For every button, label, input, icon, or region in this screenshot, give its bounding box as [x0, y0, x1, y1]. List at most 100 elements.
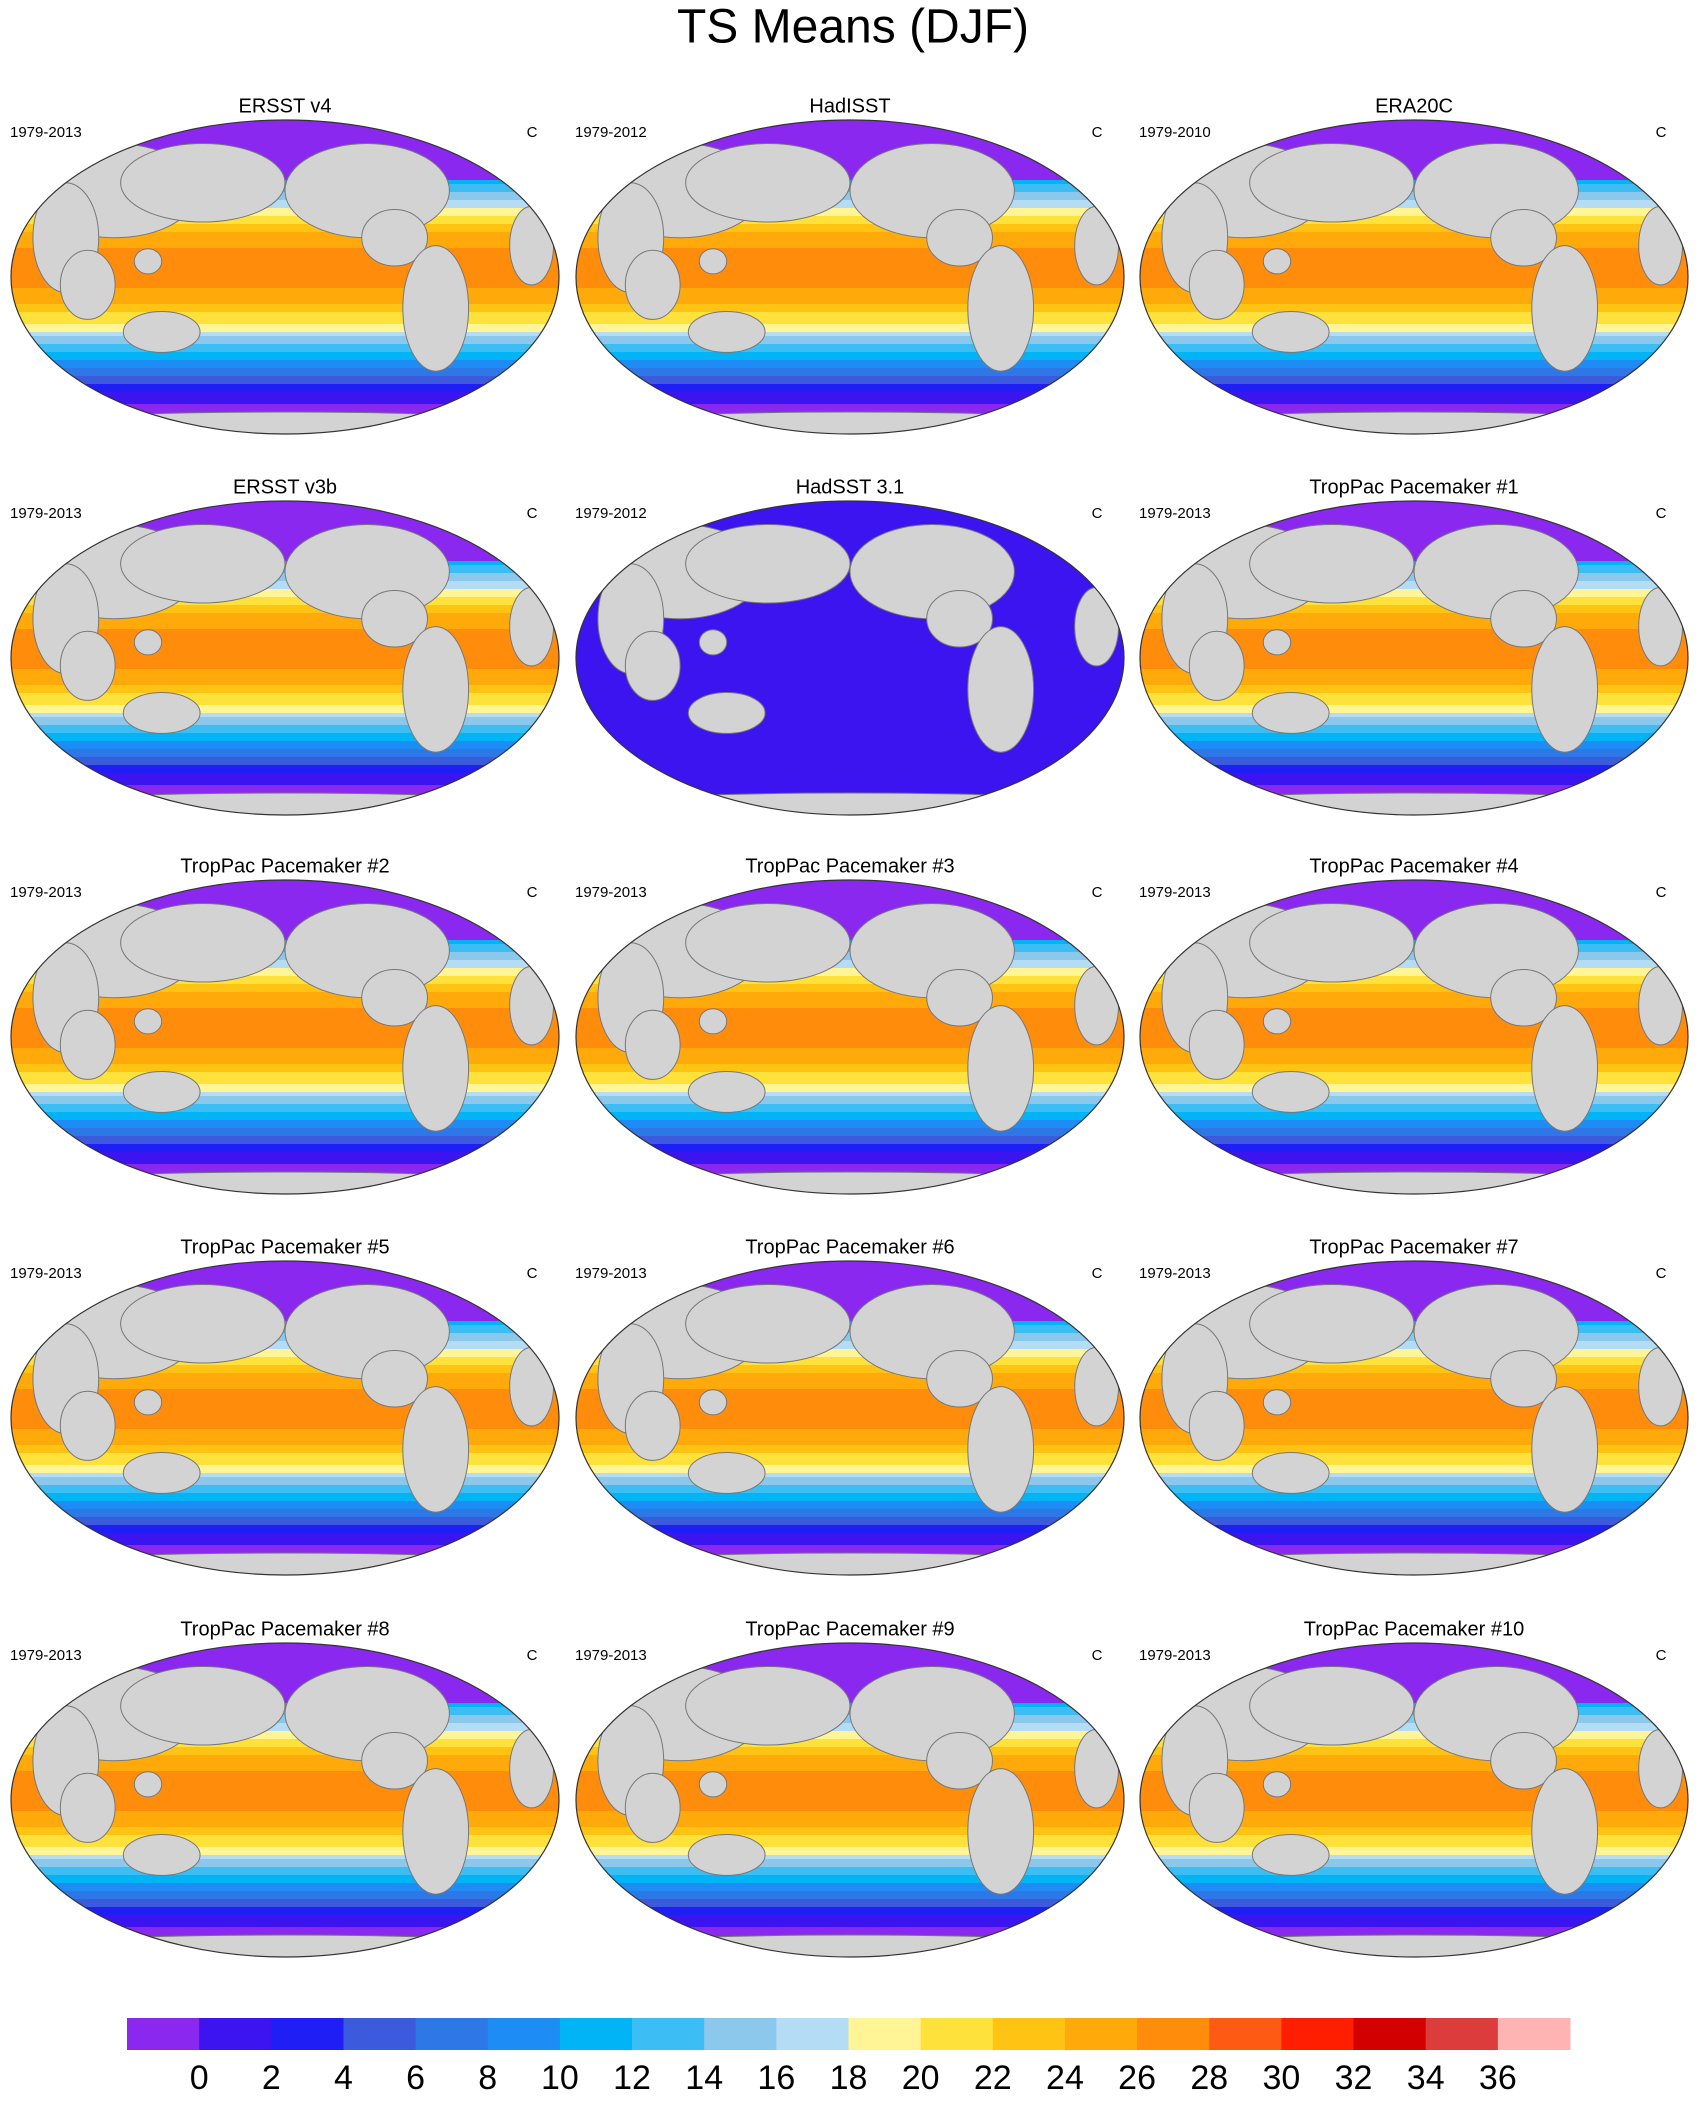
sst-band	[576, 1489, 1124, 1494]
sst-band	[576, 324, 1124, 329]
sst-band	[11, 1545, 559, 1550]
sst-band	[576, 1092, 1124, 1097]
colorbar-box	[1281, 2018, 1355, 2050]
sst-band	[576, 753, 1124, 758]
sst-band	[1140, 1489, 1688, 1494]
sst-band	[11, 1281, 559, 1286]
land	[1531, 1386, 1599, 1513]
panel-units: C	[1092, 124, 1103, 141]
sst-band	[11, 224, 559, 229]
sst-band	[11, 1815, 559, 1820]
sst-band	[1140, 1112, 1688, 1117]
sst-band	[11, 1919, 559, 1924]
sst-band	[11, 525, 559, 530]
sst-band	[1140, 1923, 1688, 1928]
sst-band	[11, 1120, 559, 1125]
sst-band	[11, 1124, 559, 1129]
sst-band	[576, 681, 1124, 686]
sst-band	[1140, 789, 1688, 794]
sst-band	[576, 956, 1124, 961]
sst-band	[576, 693, 1124, 698]
colorbar-box	[1209, 2018, 1282, 2050]
sst-band	[1140, 737, 1688, 742]
sst-band	[576, 124, 1124, 129]
sst-band	[1140, 577, 1688, 582]
sst-band	[1140, 332, 1688, 337]
sst-band	[1140, 1875, 1688, 1880]
sst-band	[1140, 1827, 1688, 1832]
sst-band	[11, 352, 559, 357]
sst-band	[576, 248, 1124, 253]
sst-band	[1140, 1168, 1688, 1173]
sst-band	[576, 132, 1124, 137]
sst-band	[576, 1695, 1124, 1700]
sst-band	[576, 1803, 1124, 1808]
sst-band	[1140, 1140, 1688, 1145]
sst-band	[576, 1393, 1124, 1398]
land	[37, 1934, 533, 1957]
sst-band	[576, 617, 1124, 622]
sst-band	[576, 581, 1124, 586]
sst-band	[1140, 1345, 1688, 1350]
sst-band	[11, 1277, 559, 1282]
sst-band	[11, 501, 559, 506]
colorbar-box	[704, 2018, 777, 2050]
sst-band	[1140, 721, 1688, 726]
sst-band	[576, 1747, 1124, 1752]
panel-units: C	[1092, 884, 1103, 901]
sst-band	[576, 1385, 1124, 1390]
sst-band	[1140, 1811, 1688, 1816]
sst-band	[1140, 1799, 1688, 1804]
sst-band	[1140, 1731, 1688, 1736]
sst-band	[1140, 1775, 1688, 1780]
sst-band	[576, 1683, 1124, 1688]
panel-period: 1979-2013	[10, 884, 82, 901]
sst-band	[1140, 1783, 1688, 1788]
sst-band	[576, 1273, 1124, 1278]
land	[37, 792, 533, 815]
sst-band	[576, 400, 1124, 405]
sst-band	[11, 924, 559, 929]
sst-band	[576, 669, 1124, 674]
sst-band	[576, 240, 1124, 245]
sst-band	[576, 613, 1124, 618]
sst-band	[1140, 1549, 1688, 1554]
sst-band	[576, 352, 1124, 357]
sst-band	[576, 1667, 1124, 1672]
sst-band	[1140, 380, 1688, 385]
sst-band	[576, 908, 1124, 913]
sst-band	[11, 892, 559, 897]
panel-title: HadSST 3.1	[796, 476, 905, 498]
sst-band	[1140, 1481, 1688, 1486]
sst-band	[576, 1293, 1124, 1298]
sst-band	[1140, 168, 1688, 173]
sst-band	[11, 1731, 559, 1736]
sst-band	[1140, 1779, 1688, 1784]
sst-band	[576, 1517, 1124, 1522]
sst-band	[576, 992, 1124, 997]
sst-band	[1140, 1285, 1688, 1290]
sst-band	[576, 316, 1124, 321]
sst-band	[576, 1855, 1124, 1860]
sst-band	[576, 1433, 1124, 1438]
sst-band	[576, 932, 1124, 937]
sst-band	[1140, 348, 1688, 353]
sst-band	[11, 1341, 559, 1346]
panel-period: 1979-2012	[575, 505, 647, 522]
sst-band	[576, 1799, 1124, 1804]
sst-band	[11, 1931, 559, 1936]
sst-band	[1140, 1004, 1688, 1009]
panel-units: C	[1656, 124, 1667, 141]
land	[1074, 205, 1120, 286]
sst-band	[11, 1285, 559, 1290]
sst-band	[576, 1541, 1124, 1546]
sst-band	[11, 1803, 559, 1808]
panel-title: ERSST v4	[239, 95, 332, 117]
land	[59, 1390, 116, 1461]
land	[685, 1666, 851, 1746]
sst-band	[576, 1397, 1124, 1402]
panel-period: 1979-2013	[1139, 505, 1211, 522]
colorbar-label: 36	[1479, 2059, 1517, 2097]
sst-band	[1140, 1020, 1688, 1025]
sst-band	[1140, 1791, 1688, 1796]
